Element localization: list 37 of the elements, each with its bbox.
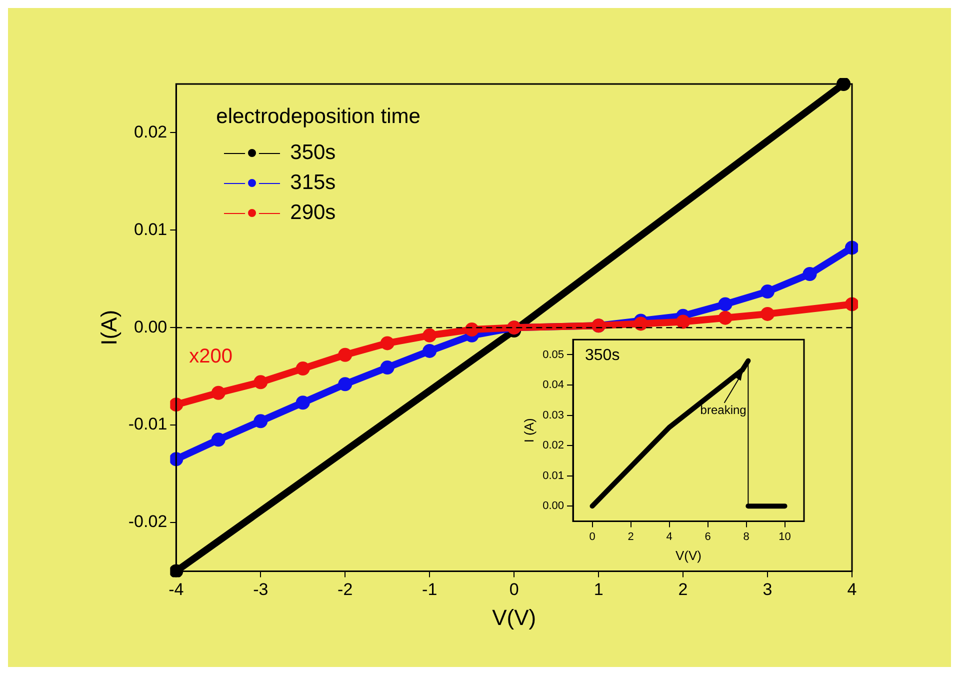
x-axis-title: V(V) [676,548,702,563]
y-tick-label: 0.01 [134,220,168,239]
x-tick-label: -4 [168,580,184,600]
annotation: x200 [189,345,233,368]
y-tick-label: 0.01 [542,470,564,482]
legend-title: electrodeposition time [216,104,420,130]
x-tick-label: -1 [422,580,438,600]
y-tick-label: 0.02 [542,440,564,452]
chart-title: 350s [585,347,620,364]
y-tick-label: 0.04 [542,379,564,392]
y-tick-label: -0.01 [128,414,168,434]
x-tick-label: 1 [594,580,604,600]
x-tick-label: -3 [253,580,268,600]
x-tick-label: -2 [338,580,353,600]
x-tick-label: 2 [678,580,688,600]
x-tick-label: 0 [589,530,596,543]
y-tick-label: 0.05 [542,348,564,361]
legend-label: 290s [290,200,336,226]
x-axis-title: V(V) [492,604,536,630]
y-tick-label: 0.03 [542,409,564,422]
x-tick-label: 6 [704,530,711,543]
y-axis-title: I(A) [96,310,122,346]
x-tick-label: 4 [847,580,857,600]
y-tick-label: 0.00 [542,500,564,512]
y-tick-label: -0.02 [128,512,168,532]
y-tick-label: 0.02 [134,122,168,142]
annotation: breaking [700,403,746,418]
x-tick-label: 4 [666,530,672,543]
x-tick-label: 3 [762,580,772,600]
legend-label: 350s [290,140,336,166]
x-tick-label: 8 [743,530,750,543]
x-tick-label: 2 [628,530,634,543]
y-tick-label: 0.00 [134,317,168,336]
legend-label: 315s [290,170,336,196]
y-axis-title: I (A) [521,418,536,443]
x-tick-label: 10 [778,530,791,543]
x-tick-label: 0 [509,580,519,600]
